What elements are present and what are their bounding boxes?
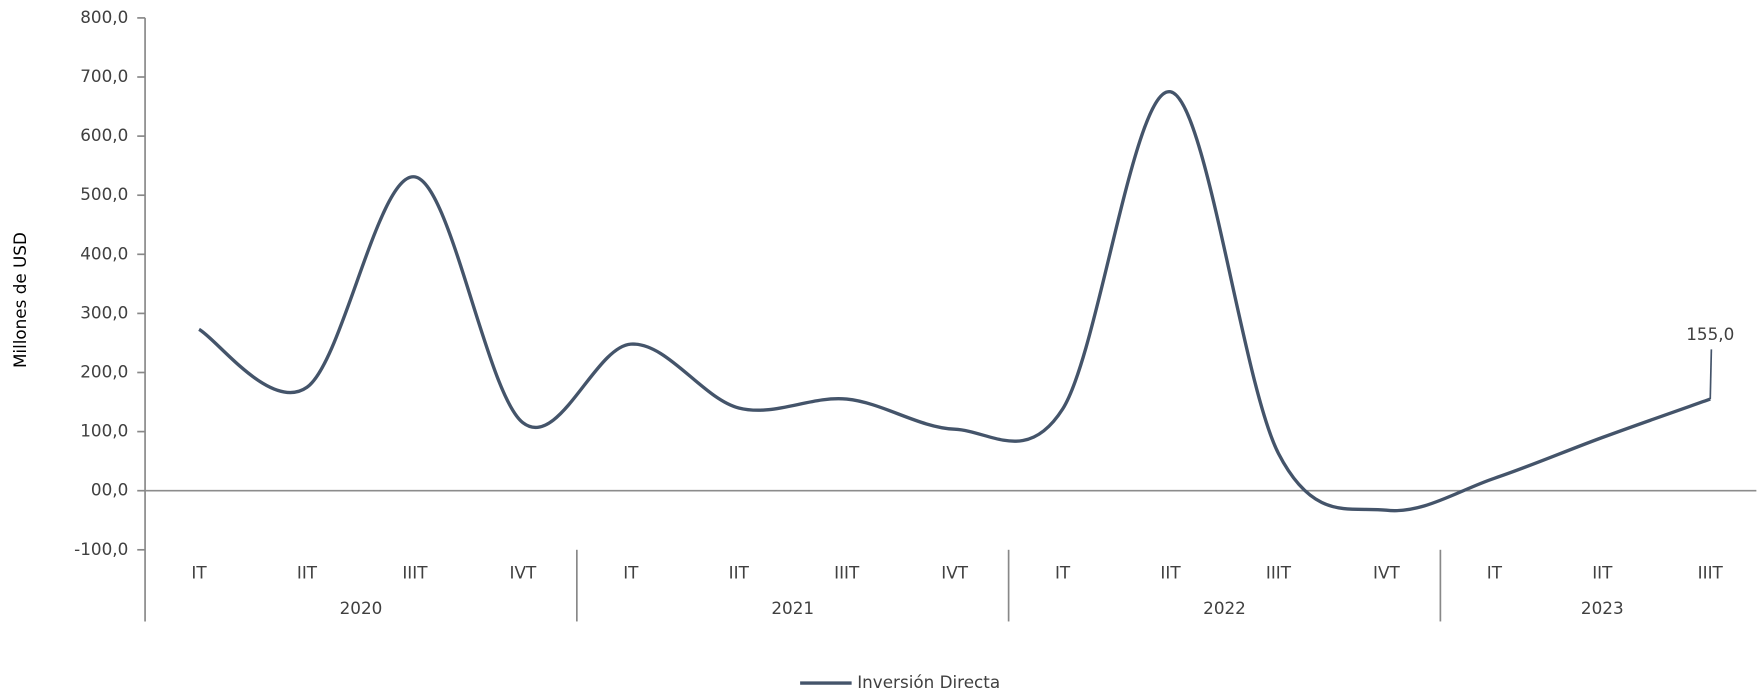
- y-tick-label: 400,0: [80, 243, 128, 263]
- x-tick-label: IIIT: [834, 562, 860, 582]
- y-tick-label: -100,0: [74, 539, 128, 559]
- y-axis-title: Millones de USD: [10, 232, 30, 368]
- legend-label: Inversión Directa: [857, 672, 1000, 692]
- x-tick-label: IIT: [297, 562, 318, 582]
- x-tick-label: IT: [191, 562, 207, 582]
- x-tick-label: IT: [623, 562, 639, 582]
- y-tick-label: 100,0: [80, 421, 128, 441]
- year-label: 2021: [771, 598, 814, 618]
- x-tick-label: IIIT: [1266, 562, 1292, 582]
- y-tick-label: 600,0: [80, 125, 128, 145]
- x-tick-label: IIIT: [402, 562, 428, 582]
- x-tick-label: IVT: [941, 562, 968, 582]
- x-tick-label: IVT: [1373, 562, 1400, 582]
- x-tick-label: IT: [1487, 562, 1503, 582]
- year-label: 2023: [1581, 598, 1624, 618]
- y-tick-label: 300,0: [80, 302, 128, 322]
- y-tick-label: 700,0: [80, 66, 128, 86]
- year-label: 2022: [1203, 598, 1246, 618]
- x-tick-label: IIT: [1592, 562, 1613, 582]
- label-leader: [1709, 349, 1713, 400]
- year-label: 2020: [340, 598, 383, 618]
- x-tick-label: IIT: [729, 562, 750, 582]
- data-line: [198, 90, 1711, 513]
- data-label: 155,0: [1686, 324, 1734, 344]
- y-tick-label: 500,0: [80, 184, 128, 204]
- x-tick-label: IVT: [510, 562, 537, 582]
- y-tick-label: 00,0: [91, 480, 128, 500]
- y-tick-label: 200,0: [80, 362, 128, 382]
- x-tick-label: IIIT: [1698, 562, 1724, 582]
- x-tick-label: IT: [1055, 562, 1071, 582]
- x-tick-label: IIT: [1160, 562, 1181, 582]
- y-tick-label: 800,0: [80, 7, 128, 27]
